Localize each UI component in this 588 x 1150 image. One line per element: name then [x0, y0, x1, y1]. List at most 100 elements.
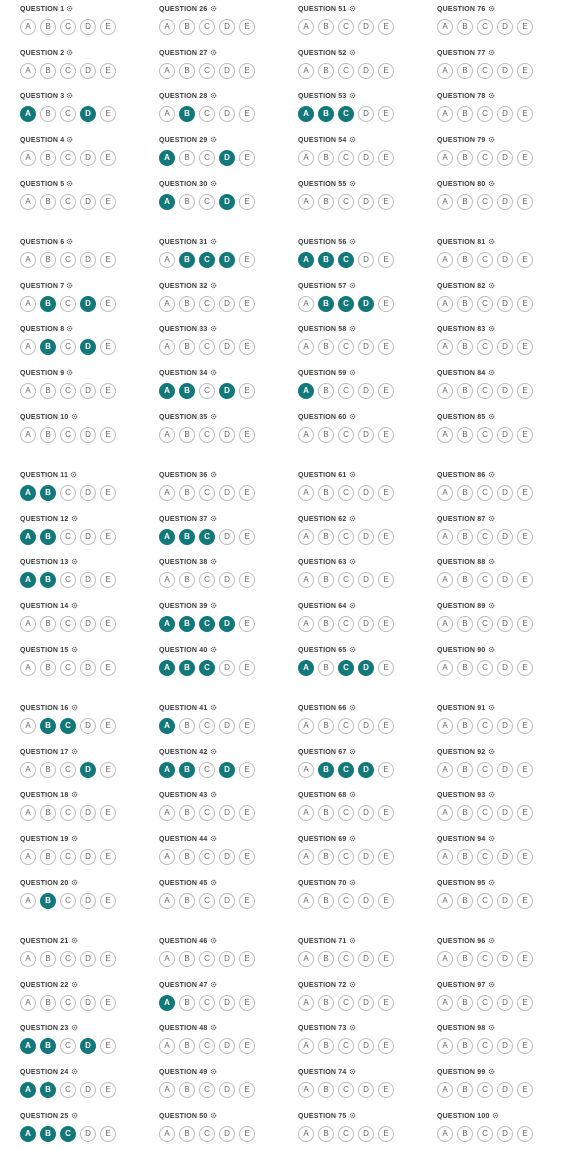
gear-icon[interactable] — [71, 1068, 78, 1075]
gear-icon[interactable] — [488, 92, 495, 99]
option-c-bubble[interactable]: C — [338, 994, 354, 1011]
option-a-bubble[interactable]: A — [298, 1038, 314, 1055]
option-d-bubble[interactable]: D — [219, 849, 235, 866]
option-c-bubble[interactable]: C — [338, 339, 354, 356]
option-a-bubble[interactable]: A — [159, 19, 175, 35]
option-a-bubble[interactable]: A — [437, 252, 453, 268]
option-e-bubble[interactable]: E — [378, 150, 394, 167]
option-a-bubble[interactable]: A — [437, 485, 453, 501]
option-c-bubble[interactable]: C — [477, 150, 493, 167]
option-e-bubble[interactable]: E — [378, 19, 394, 35]
gear-icon[interactable] — [71, 1112, 78, 1119]
option-d-bubble[interactable]: D — [80, 761, 96, 778]
option-c-bubble[interactable]: C — [199, 718, 215, 734]
option-c-bubble[interactable]: C — [199, 19, 215, 35]
option-a-bubble[interactable]: A — [20, 193, 36, 210]
option-a-bubble[interactable]: A — [20, 718, 36, 734]
option-b-bubble[interactable]: B — [457, 849, 473, 866]
option-d-bubble[interactable]: D — [219, 62, 235, 79]
option-c-bubble[interactable]: C — [60, 1038, 76, 1055]
option-d-bubble[interactable]: D — [497, 849, 513, 866]
option-e-bubble[interactable]: E — [100, 106, 116, 123]
option-e-bubble[interactable]: E — [378, 761, 394, 778]
option-c-bubble[interactable]: C — [60, 994, 76, 1011]
option-c-bubble[interactable]: C — [477, 295, 493, 312]
option-c-bubble[interactable]: C — [60, 339, 76, 356]
option-c-bubble[interactable]: C — [338, 62, 354, 79]
option-c-bubble[interactable]: C — [199, 659, 215, 676]
option-e-bubble[interactable]: E — [378, 951, 394, 967]
gear-icon[interactable] — [71, 646, 78, 653]
option-e-bubble[interactable]: E — [517, 252, 533, 268]
gear-icon[interactable] — [71, 602, 78, 609]
option-c-bubble[interactable]: C — [60, 252, 76, 268]
option-d-bubble[interactable]: D — [80, 339, 96, 356]
option-d-bubble[interactable]: D — [80, 252, 96, 268]
option-b-bubble[interactable]: B — [318, 951, 334, 967]
option-e-bubble[interactable]: E — [100, 1082, 116, 1099]
option-d-bubble[interactable]: D — [219, 252, 235, 268]
option-e-bubble[interactable]: E — [239, 383, 255, 400]
option-a-bubble[interactable]: A — [437, 572, 453, 589]
option-c-bubble[interactable]: C — [477, 1038, 493, 1055]
option-d-bubble[interactable]: D — [219, 528, 235, 545]
option-d-bubble[interactable]: D — [219, 761, 235, 778]
gear-icon[interactable] — [349, 413, 356, 420]
option-b-bubble[interactable]: B — [457, 616, 473, 633]
gear-icon[interactable] — [66, 180, 73, 187]
option-e-bubble[interactable]: E — [517, 892, 533, 909]
option-c-bubble[interactable]: C — [338, 193, 354, 210]
option-c-bubble[interactable]: C — [60, 805, 76, 822]
option-b-bubble[interactable]: B — [457, 572, 473, 589]
option-a-bubble[interactable]: A — [437, 106, 453, 123]
option-b-bubble[interactable]: B — [179, 150, 195, 167]
option-c-bubble[interactable]: C — [60, 426, 76, 443]
option-d-bubble[interactable]: D — [497, 485, 513, 501]
option-d-bubble[interactable]: D — [80, 106, 96, 123]
gear-icon[interactable] — [349, 981, 356, 988]
option-d-bubble[interactable]: D — [358, 339, 374, 356]
option-e-bubble[interactable]: E — [378, 295, 394, 312]
option-d-bubble[interactable]: D — [219, 426, 235, 443]
option-e-bubble[interactable]: E — [239, 849, 255, 866]
option-c-bubble[interactable]: C — [199, 426, 215, 443]
option-b-bubble[interactable]: B — [179, 252, 195, 268]
option-b-bubble[interactable]: B — [179, 193, 195, 210]
option-d-bubble[interactable]: D — [497, 718, 513, 734]
option-a-bubble[interactable]: A — [298, 426, 314, 443]
option-e-bubble[interactable]: E — [239, 659, 255, 676]
gear-icon[interactable] — [349, 136, 356, 143]
option-b-bubble[interactable]: B — [457, 951, 473, 967]
option-c-bubble[interactable]: C — [338, 659, 354, 676]
option-a-bubble[interactable]: A — [437, 951, 453, 967]
option-a-bubble[interactable]: A — [298, 849, 314, 866]
option-a-bubble[interactable]: A — [437, 892, 453, 909]
option-e-bubble[interactable]: E — [378, 193, 394, 210]
option-d-bubble[interactable]: D — [219, 1038, 235, 1055]
option-d-bubble[interactable]: D — [358, 19, 374, 35]
gear-icon[interactable] — [488, 1024, 495, 1031]
option-b-bubble[interactable]: B — [318, 1082, 334, 1099]
option-d-bubble[interactable]: D — [358, 426, 374, 443]
option-a-bubble[interactable]: A — [20, 892, 36, 909]
option-c-bubble[interactable]: C — [477, 1082, 493, 1099]
option-b-bubble[interactable]: B — [457, 426, 473, 443]
gear-icon[interactable] — [210, 646, 217, 653]
option-a-bubble[interactable]: A — [20, 383, 36, 400]
option-e-bubble[interactable]: E — [100, 19, 116, 35]
option-d-bubble[interactable]: D — [358, 252, 374, 268]
option-b-bubble[interactable]: B — [40, 339, 56, 356]
option-a-bubble[interactable]: A — [20, 426, 36, 443]
option-b-bubble[interactable]: B — [179, 718, 195, 734]
gear-icon[interactable] — [71, 748, 78, 755]
gear-icon[interactable] — [349, 704, 356, 711]
option-a-bubble[interactable]: A — [298, 150, 314, 167]
option-b-bubble[interactable]: B — [40, 106, 56, 123]
option-b-bubble[interactable]: B — [318, 150, 334, 167]
option-d-bubble[interactable]: D — [497, 1038, 513, 1055]
option-a-bubble[interactable]: A — [20, 1082, 36, 1099]
option-c-bubble[interactable]: C — [199, 485, 215, 501]
option-a-bubble[interactable]: A — [159, 106, 175, 123]
option-e-bubble[interactable]: E — [100, 339, 116, 356]
gear-icon[interactable] — [488, 646, 495, 653]
